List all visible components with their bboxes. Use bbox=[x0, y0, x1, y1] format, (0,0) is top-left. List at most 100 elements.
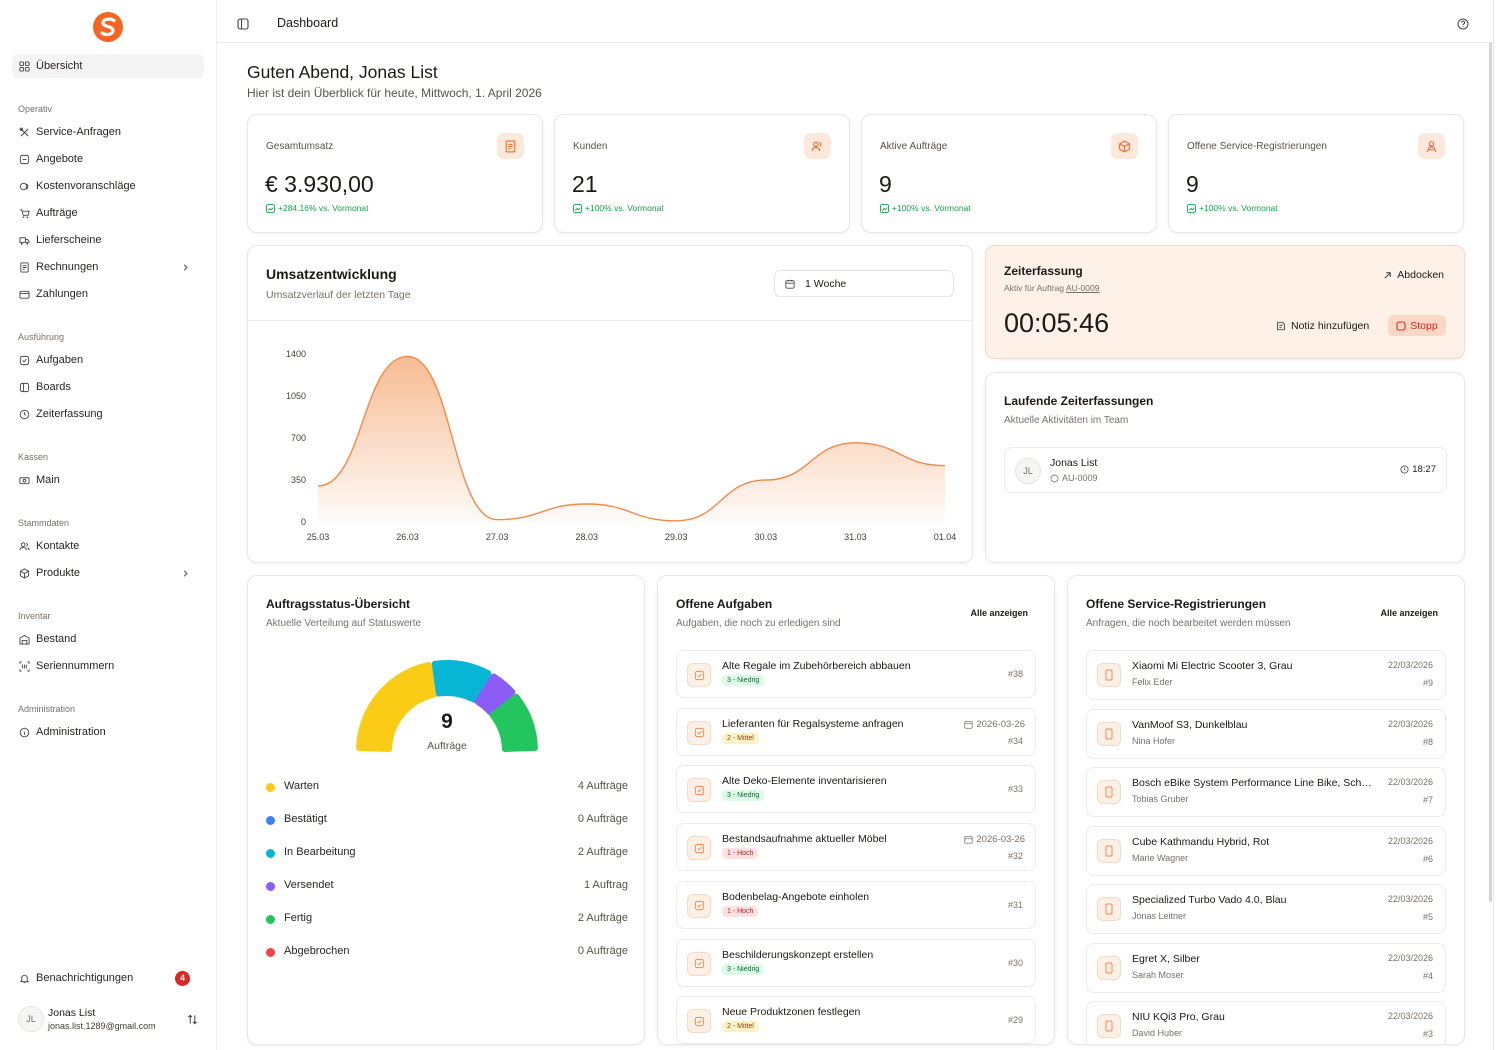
service-registration-item[interactable]: Bosch eBike System Performance Line Bike… bbox=[1086, 767, 1446, 817]
task-title: Alte Regale im Zubehörbereich abbauen bbox=[722, 660, 911, 672]
sidebar-item-quotes[interactable]: Angebote bbox=[12, 147, 204, 171]
services-show-all-link[interactable]: Alle anzeigen bbox=[1380, 608, 1438, 618]
sidebar-item-contacts[interactable]: Kontakte bbox=[12, 534, 204, 558]
revenue-subtitle: Umsatzverlauf der letzten Tage bbox=[266, 289, 411, 301]
priority-badge: 3 - Niedrig bbox=[722, 675, 765, 686]
trend-up-icon bbox=[880, 203, 889, 213]
service-number: #5 bbox=[1422, 912, 1433, 922]
x-tick-label: 31.03 bbox=[844, 532, 867, 542]
help-icon[interactable] bbox=[1457, 18, 1469, 30]
sidebar-item-serial-numbers[interactable]: Seriennummern bbox=[12, 654, 204, 678]
status-name: Warten bbox=[284, 780, 320, 792]
service-registration-item[interactable]: Cube Kathmandu Hybrid, Rot Marie Wagner 22… bbox=[1086, 825, 1446, 876]
scrollbar[interactable] bbox=[1489, 42, 1492, 902]
sidebar-item-invoices[interactable]: Rechnungen bbox=[12, 255, 204, 279]
task-item[interactable]: Neue Produktzonen festlegen 2 - Mittel #29 bbox=[676, 996, 1036, 1044]
sidebar-item-label: Aufgaben bbox=[36, 354, 84, 366]
sidebar-item-delivery-notes[interactable]: Lieferscheine bbox=[12, 228, 204, 252]
task-item[interactable]: Bodenbelag-Angebote einholen 1 - Hoch #31 bbox=[676, 880, 1036, 929]
running-entry-name: Jonas List bbox=[1050, 457, 1098, 469]
app-logo[interactable] bbox=[92, 11, 124, 43]
status-name: Fertig bbox=[284, 912, 313, 924]
running-entry-ref-text: AU-0009 bbox=[1062, 473, 1098, 483]
service-registration-item[interactable]: Egret X, Silber Sarah Moser 22/03/2026 #4 bbox=[1086, 942, 1446, 993]
task-item[interactable]: Beschilderungskonzept erstellen 3 - Niedr… bbox=[676, 938, 1036, 987]
service-number: #3 bbox=[1422, 1029, 1433, 1039]
add-note-button[interactable]: Notiz hinzufügen bbox=[1276, 320, 1369, 332]
task-title: Beschilderungskonzept erstellen bbox=[722, 948, 874, 961]
sidebar-item-stock[interactable]: Bestand bbox=[12, 627, 204, 651]
sidebar-item-estimates[interactable]: Kostenvoranschläge bbox=[12, 174, 204, 198]
sidebar-item-label: Service-Anfragen bbox=[36, 126, 121, 138]
timer-order-link[interactable]: AU-0009 bbox=[1065, 283, 1100, 293]
stop-button[interactable]: Stopp bbox=[1388, 315, 1446, 336]
task-check-icon bbox=[687, 893, 711, 918]
phone-icon bbox=[1097, 780, 1121, 804]
sidebar-item-administration[interactable]: Administration bbox=[12, 720, 204, 744]
calendar-icon bbox=[964, 836, 974, 844]
phone-icon bbox=[1097, 838, 1121, 863]
sidebar-toggle-icon[interactable] bbox=[237, 18, 249, 30]
clock-icon bbox=[1400, 465, 1409, 474]
sort-arrows-icon[interactable] bbox=[187, 1014, 198, 1025]
running-entry-time: 18:27 bbox=[1400, 464, 1436, 475]
x-tick-label: 25.03 bbox=[307, 532, 330, 542]
task-item[interactable]: Alte Regale im Zubehörbereich abbauen 3 -… bbox=[676, 650, 1036, 698]
sidebar-item-notifications[interactable]: Benachrichtigungen 4 bbox=[12, 966, 204, 990]
sidebar-item-boards[interactable]: Boards bbox=[12, 375, 204, 399]
task-item[interactable]: Lieferanten für Regalsysteme anfragen 2 -… bbox=[676, 707, 1036, 756]
running-entry[interactable]: JL Jonas List AU-0009 18:27 bbox=[1004, 447, 1447, 493]
range-select-value: 1 Woche bbox=[805, 277, 847, 290]
status-gauge-chart bbox=[356, 660, 538, 752]
status-row-waiting: Warten 4 Aufträge bbox=[266, 780, 628, 794]
timer-subtitle: Aktiv für Auftrag AU-0009 bbox=[1004, 283, 1099, 293]
bell-icon bbox=[19, 974, 30, 983]
service-registration-item[interactable]: Specialized Turbo Vado 4.0, Blau Jonas Le… bbox=[1086, 884, 1446, 934]
sidebar-item-overview[interactable]: Übersicht bbox=[12, 54, 204, 78]
kpi-label: Gesamtumsatz bbox=[266, 141, 334, 152]
sidebar-item-orders[interactable]: Aufträge bbox=[12, 201, 204, 225]
service-title: Specialized Turbo Vado 4.0, Blau bbox=[1132, 894, 1287, 906]
status-name: Abgebrochen bbox=[284, 945, 350, 957]
service-registration-item[interactable]: VanMoof S3, Dunkelblau Nina Hofer 22/03/20… bbox=[1086, 708, 1446, 759]
revenue-chart: 0 350 700 1050 1400 25.03 26.03 27.03 28.03 29.03… bbox=[286, 349, 956, 542]
kpi-trend: +284.16% vs. Vormonat bbox=[266, 203, 369, 213]
tasks-subtitle: Aufgaben, die noch zu erledigen sind bbox=[676, 618, 841, 629]
sidebar-item-label: Produkte bbox=[36, 567, 81, 579]
task-item[interactable]: Alte Deko-Elemente inventarisieren 3 - Ni… bbox=[676, 765, 1036, 814]
range-select[interactable]: 1 Woche bbox=[774, 270, 954, 297]
undock-button[interactable]: Abdocken bbox=[1383, 269, 1444, 281]
service-number: #8 bbox=[1422, 736, 1433, 747]
kpi-trend-text: +100% vs. Vormonat bbox=[585, 203, 664, 213]
gauge-segment[interactable] bbox=[474, 673, 516, 716]
priority-badge: 2 - Mittel bbox=[722, 1021, 759, 1033]
user-menu[interactable]: JL Jonas List jonas.list.1289@gmail.com bbox=[18, 1006, 208, 1036]
service-registration-item[interactable]: NIU KQi3 Pro, Grau David Huber 22/03/2026 #… bbox=[1086, 1001, 1446, 1044]
sidebar-item-payments[interactable]: Zahlungen bbox=[12, 282, 204, 306]
gauge-segment[interactable] bbox=[489, 693, 538, 752]
receipt-icon bbox=[20, 261, 29, 273]
tasks-show-all-link[interactable]: Alle anzeigen bbox=[970, 608, 1028, 618]
chevron-right-icon bbox=[183, 263, 188, 271]
gauge-segment[interactable] bbox=[431, 660, 492, 703]
order-status-card: Auftragsstatus-Übersicht Aktuelle Vertei… bbox=[247, 575, 645, 1045]
sidebar-item-service-requests[interactable]: Service-Anfragen bbox=[12, 120, 204, 144]
revenue-area bbox=[318, 356, 945, 522]
gauge-segment[interactable] bbox=[356, 661, 438, 752]
task-number: #30 bbox=[1007, 957, 1023, 968]
service-customer: Jonas Leitner bbox=[1132, 911, 1187, 921]
running-subtitle: Aktuelle Aktivitäten im Team bbox=[1004, 415, 1129, 426]
service-registration-item[interactable]: Xiaomi Mi Electric Scooter 3, Grau Felix … bbox=[1086, 650, 1446, 700]
barcode-icon bbox=[19, 660, 30, 672]
running-entry-time-text: 18:27 bbox=[1412, 464, 1436, 475]
y-tick-label: 700 bbox=[291, 433, 306, 443]
sidebar-item-tasks[interactable]: Aufgaben bbox=[12, 348, 204, 372]
nav-section-registers: Kassen bbox=[18, 452, 49, 462]
sidebar-item-main-register[interactable]: Main bbox=[12, 468, 204, 492]
sidebar-item-time-tracking[interactable]: Zeiterfassung bbox=[12, 402, 204, 426]
sidebar-item-products[interactable]: Produkte bbox=[12, 561, 204, 585]
service-title: Egret X, Silber bbox=[1132, 952, 1200, 965]
task-item[interactable]: Bestandsaufnahme aktueller Möbel 1 - Hoch… bbox=[676, 823, 1036, 872]
divider bbox=[248, 320, 972, 321]
gauge-total: 9 bbox=[441, 710, 453, 733]
